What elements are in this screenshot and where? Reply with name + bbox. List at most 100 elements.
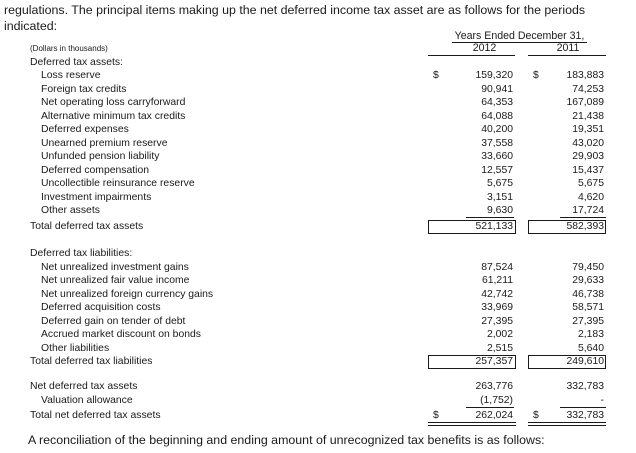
value-2011: 21,438 — [572, 111, 604, 122]
value-2011: 249,610 — [566, 356, 604, 367]
value-2012: 42,742 — [481, 289, 513, 300]
value-2011: 332,783 — [566, 381, 604, 392]
closing-paragraph: A reconciliation of the beginning and en… — [28, 433, 545, 447]
units-label: (Dollars in thousands) — [30, 44, 108, 53]
value-2012: 90,941 — [481, 84, 513, 95]
row-label: Total deferred tax assets — [30, 221, 144, 232]
value-2011: 15,437 — [572, 165, 604, 176]
value-2011: 74,253 — [572, 84, 604, 95]
currency-symbol: $ — [533, 410, 539, 421]
value-2012: 64,353 — [481, 97, 513, 108]
row-label: Unfunded pension liability — [41, 151, 160, 162]
grand-total-double-rule — [528, 422, 606, 426]
row-label: Valuation allowance — [41, 395, 133, 406]
table-row: Deferred tax assets: — [0, 56, 636, 70]
value-2011: 332,783 — [566, 410, 604, 421]
row-label: Deferred acquisition costs — [41, 302, 161, 313]
value-2012: 159,320 — [475, 70, 513, 81]
table-row: Foreign tax credits 90,941 74,253 — [0, 83, 636, 97]
year-header-2011: 2011 — [556, 42, 580, 54]
value-2012: 87,524 — [481, 262, 513, 273]
value-2012: 263,776 — [475, 381, 513, 392]
value-2011: 46,738 — [572, 289, 604, 300]
value-2011: 43,020 — [572, 138, 604, 149]
value-2012: 37,558 — [481, 138, 513, 149]
row-label: Net unrealized investment gains — [41, 262, 189, 273]
value-2011: 4,620 — [577, 192, 604, 203]
value-2011: 2,183 — [577, 329, 604, 340]
row-label: Deferred tax assets: — [30, 57, 123, 68]
row-label: Accrued market discount on bonds — [41, 329, 201, 340]
value-2012: 12,557 — [481, 165, 513, 176]
table-row: Deferred acquisition costs 33,969 58,571 — [0, 301, 636, 315]
value-2011: 29,633 — [572, 275, 604, 286]
value-2011: 58,571 — [572, 302, 604, 313]
total-box — [428, 355, 516, 369]
table-row: Other liabilities 2,515 5,640 — [0, 342, 636, 356]
table-row: Net deferred tax assets 263,776 332,783 — [0, 380, 636, 394]
subtotal-rule — [466, 407, 514, 408]
table-row: Other assets 9,630 17,724 — [0, 204, 636, 218]
total-box — [528, 355, 606, 369]
value-2011: 167,089 — [566, 97, 604, 108]
table-row: Total deferred tax assets 521,133 582,393 — [0, 220, 636, 234]
value-2012: 9,630 — [486, 205, 513, 216]
year-underline-2011 — [528, 55, 606, 56]
table-row: Net unrealized investment gains 87,524 79,… — [0, 261, 636, 275]
row-label: Net deferred tax assets — [30, 381, 138, 392]
value-2011: - — [600, 395, 604, 406]
subtotal-rule — [560, 407, 606, 408]
value-2011: 17,724 — [572, 205, 604, 216]
value-2011: 29,903 — [572, 151, 604, 162]
table-row: Deferred gain on tender of debt 27,395 27,… — [0, 315, 636, 329]
row-label: Total net deferred tax assets — [30, 410, 161, 421]
table-row: Investment impairments 3,151 4,620 — [0, 191, 636, 205]
row-label: Other assets — [41, 205, 100, 216]
value-2012: 33,660 — [481, 151, 513, 162]
table-row: Alternative minimum tax credits 64,088 21,… — [0, 110, 636, 124]
value-2012: 3,151 — [486, 192, 513, 203]
intro-paragraph: regulations. The principal items making … — [4, 3, 586, 33]
row-label: Other liabilities — [41, 343, 110, 354]
value-2011: 79,450 — [572, 262, 604, 273]
value-2011: 183,883 — [566, 70, 604, 81]
row-label: Investment impairments — [41, 192, 152, 203]
table-row: Accrued market discount on bonds 2,002 2,1… — [0, 328, 636, 342]
grand-total-double-rule — [428, 422, 516, 426]
value-2011: 19,351 — [572, 124, 604, 135]
subtotal-rule — [560, 217, 606, 218]
row-label: Deferred expenses — [41, 124, 129, 135]
row-label: Net unrealized foreign currency gains — [41, 289, 214, 300]
table-row: Net unrealized fair value income 61,211 29… — [0, 274, 636, 288]
value-2012: 64,088 — [481, 111, 513, 122]
table-row: Net operating loss carryforward 64,353 167… — [0, 96, 636, 110]
currency-symbol: $ — [433, 410, 439, 421]
table-row: Valuation allowance (1,752) - — [0, 394, 636, 408]
table-row: Unfunded pension liability 33,660 29,903 — [0, 150, 636, 164]
table-row: Net unrealized foreign currency gains 42,… — [0, 288, 636, 302]
row-label: Deferred gain on tender of debt — [41, 316, 186, 327]
row-label: Total deferred tax liabilities — [30, 356, 153, 367]
value-2012: (1,752) — [480, 395, 513, 406]
value-2012: 27,395 — [481, 316, 513, 327]
total-box — [428, 220, 516, 234]
row-label: Net operating loss carryforward — [41, 97, 186, 108]
row-label: Deferred compensation — [41, 165, 150, 176]
value-2012: 2,515 — [486, 343, 513, 354]
row-label: Deferred tax liabilities: — [30, 248, 133, 259]
value-2012: 33,969 — [481, 302, 513, 313]
table-row: Deferred expenses 40,200 19,351 — [0, 123, 636, 137]
value-2011: 5,640 — [577, 343, 604, 354]
row-label: Loss reserve — [41, 70, 101, 81]
value-2011: 582,393 — [566, 221, 604, 232]
period-header: Years Ended December 31, — [452, 30, 587, 43]
value-2012: 61,211 — [481, 275, 513, 286]
value-2011: 27,395 — [572, 316, 604, 327]
table-row: Deferred tax liabilities: — [0, 247, 636, 261]
value-2012: 521,133 — [475, 221, 513, 232]
row-label: Uncollectible reinsurance reserve — [41, 178, 195, 189]
row-label: Unearned premium reserve — [41, 138, 168, 149]
table-row: Loss reserve $ $159,320 183,883 — [0, 69, 636, 83]
value-2012: 262,024 — [475, 410, 513, 421]
table-row: Unearned premium reserve 37,558 43,020 — [0, 137, 636, 151]
